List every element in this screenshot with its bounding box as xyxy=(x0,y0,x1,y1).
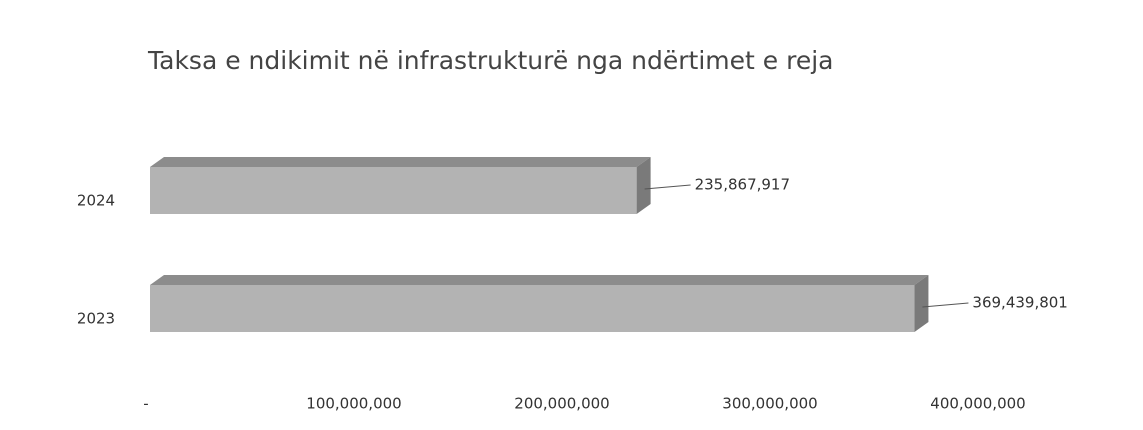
x-tick-label: - xyxy=(143,395,148,413)
y-tick-label: 2024 xyxy=(77,192,115,210)
data-label: 235,867,917 xyxy=(695,176,790,194)
x-tick-label: 200,000,000 xyxy=(514,395,609,413)
data-label: 369,439,801 xyxy=(972,294,1067,312)
leader-line xyxy=(644,184,691,190)
bar-top xyxy=(150,157,651,167)
bar xyxy=(150,285,915,332)
x-tick-label: 300,000,000 xyxy=(722,395,817,413)
y-tick-label: 2023 xyxy=(77,310,115,328)
bar-side xyxy=(636,157,651,214)
x-tick-label: 100,000,000 xyxy=(306,395,401,413)
x-tick-label: 400,000,000 xyxy=(930,395,1025,413)
leader-line xyxy=(922,302,969,308)
bar-side xyxy=(914,275,929,332)
bar-top xyxy=(150,275,929,285)
chart-title: Taksa e ndikimit në infrastrukturë nga n… xyxy=(147,46,833,75)
bar xyxy=(150,167,637,214)
